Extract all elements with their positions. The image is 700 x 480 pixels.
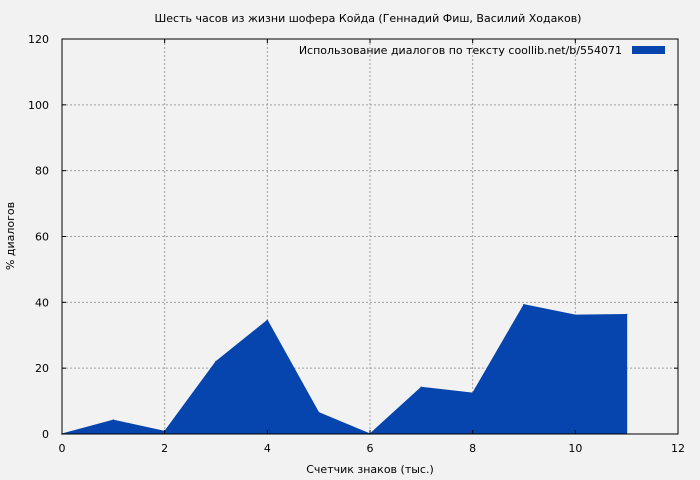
y-tick-label: 40 bbox=[35, 296, 49, 309]
y-tick-label: 100 bbox=[28, 99, 49, 112]
data-point bbox=[215, 360, 217, 363]
y-tick-label: 20 bbox=[35, 362, 49, 375]
data-point bbox=[471, 392, 474, 394]
data-point bbox=[266, 319, 269, 322]
y-tick-label: 0 bbox=[42, 428, 49, 441]
x-tick-label: 0 bbox=[59, 442, 66, 455]
x-tick-label: 2 bbox=[161, 442, 168, 455]
y-tick-label: 80 bbox=[35, 165, 49, 178]
data-point bbox=[523, 303, 525, 306]
y-tick-label: 60 bbox=[35, 231, 49, 244]
x-tick-label: 6 bbox=[367, 442, 374, 455]
x-tick-label: 10 bbox=[568, 442, 582, 455]
x-tick-label: 4 bbox=[264, 442, 271, 455]
x-axis-label: Счетчик знаков (тыс.) bbox=[306, 463, 434, 476]
x-tick-label: 8 bbox=[469, 442, 476, 455]
y-tick-label: 120 bbox=[28, 33, 49, 46]
data-point bbox=[625, 313, 628, 316]
chart-title: Шесть часов из жизни шофера Койда (Генна… bbox=[155, 12, 582, 25]
x-tick-label: 12 bbox=[671, 442, 685, 455]
data-point bbox=[420, 386, 423, 389]
y-axis-label: % диалогов bbox=[4, 202, 17, 270]
data-point bbox=[112, 419, 115, 421]
legend: Использование диалогов по тексту coollib… bbox=[299, 44, 665, 57]
legend-label: Использование диалогов по тексту coollib… bbox=[299, 44, 622, 57]
data-point bbox=[317, 411, 320, 414]
data-point bbox=[574, 314, 577, 316]
area-series bbox=[61, 304, 628, 435]
legend-swatch bbox=[632, 46, 665, 54]
